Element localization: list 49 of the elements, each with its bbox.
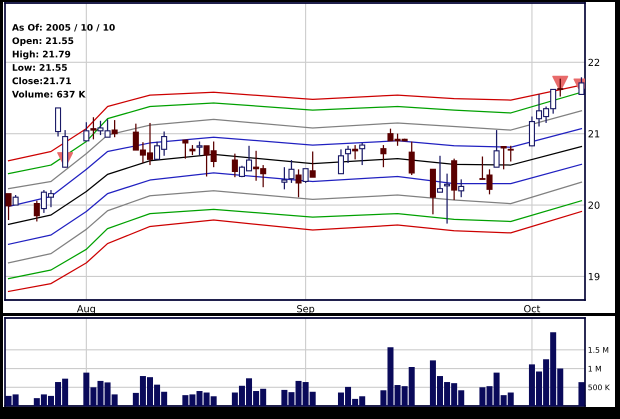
candlestick bbox=[232, 153, 238, 178]
candlestick bbox=[196, 140, 203, 156]
candlestick bbox=[189, 144, 196, 156]
x-tick-label: Sep bbox=[297, 305, 314, 314]
candlestick bbox=[34, 200, 40, 222]
bar bbox=[578, 382, 584, 406]
x-tick-label: Oct bbox=[524, 305, 540, 312]
candlestick bbox=[359, 142, 366, 166]
candlestick bbox=[352, 144, 358, 160]
candlestick bbox=[380, 144, 386, 168]
candlestick bbox=[578, 76, 584, 96]
candlestick bbox=[557, 78, 564, 98]
y-tick-label: 20 bbox=[588, 202, 600, 209]
candlestick bbox=[444, 173, 450, 224]
candlestick bbox=[288, 159, 294, 184]
line-series bbox=[8, 210, 582, 292]
candlestick bbox=[436, 155, 444, 193]
line-series bbox=[8, 110, 582, 190]
candlestick bbox=[182, 139, 188, 160]
line-series bbox=[8, 164, 582, 245]
annotation: Close:21.71 bbox=[12, 77, 71, 84]
candlestick bbox=[6, 193, 12, 221]
candlestick bbox=[90, 116, 96, 140]
candlestick bbox=[112, 119, 118, 138]
candlestick bbox=[296, 168, 302, 198]
candlestick bbox=[281, 166, 288, 190]
candlestick bbox=[494, 129, 500, 168]
annotation: As Of: 2005 / 10 / 10 bbox=[12, 24, 115, 32]
annotation: High: 21.79 bbox=[12, 50, 70, 60]
y-tick-label: 22 bbox=[588, 58, 600, 66]
annotation: Volume: 637 K bbox=[12, 90, 86, 98]
annotation: Low: 21.55 bbox=[12, 64, 67, 71]
candlestick bbox=[310, 150, 316, 178]
line-series bbox=[8, 146, 582, 225]
line-series bbox=[8, 182, 582, 264]
candlestick bbox=[345, 145, 352, 164]
y-tick-label: 21 bbox=[588, 130, 600, 138]
candlestick bbox=[500, 146, 507, 170]
candlestick bbox=[302, 168, 309, 184]
annotation: Open: 21.55 bbox=[12, 37, 74, 46]
candlestick bbox=[83, 122, 90, 142]
line-series bbox=[8, 200, 582, 280]
candlestick bbox=[458, 178, 464, 198]
candlestick bbox=[12, 194, 19, 206]
candlestick bbox=[55, 107, 62, 138]
candlestick bbox=[408, 140, 415, 176]
candlestick bbox=[338, 148, 344, 174]
candlestick bbox=[508, 145, 514, 162]
y-tick-label: 19 bbox=[588, 272, 600, 280]
